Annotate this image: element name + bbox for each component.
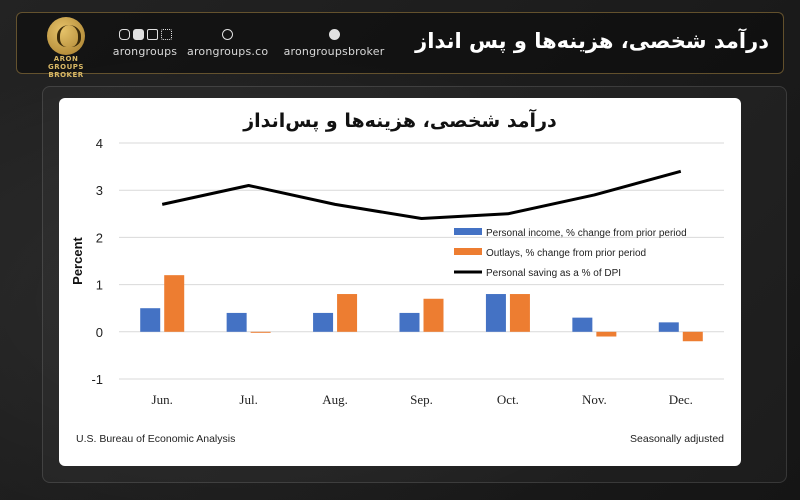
bar-income: [658, 322, 679, 332]
youtube-icon[interactable]: [132, 29, 144, 40]
website-text: arongroups.co: [187, 45, 269, 58]
social-telegram[interactable]: arongroupsbroker: [279, 13, 389, 75]
bar-income: [572, 317, 593, 332]
legend-swatch: [454, 228, 482, 235]
chart-title: درآمد شخصی، هزینه‌ها و پس‌انداز: [243, 110, 557, 132]
bar-income: [313, 312, 334, 332]
bar-outlays: [509, 294, 530, 332]
social-arongroups[interactable]: arongroups: [109, 13, 181, 75]
aron-groups-logo[interactable]: ARON GROUPS BROKER: [37, 15, 95, 87]
x-tick-label: Jun.: [152, 392, 173, 407]
content-frame: [42, 86, 787, 483]
legend-label: Personal income, % change from prior per…: [486, 228, 687, 239]
y-tick-label: 3: [96, 183, 103, 198]
instagram-icon[interactable]: [118, 29, 130, 40]
linkedin-icon[interactable]: [146, 29, 158, 40]
chart-card: درآمد شخصی، هزینه‌ها و پس‌انداز -1 0 1 2 3 4 P…: [59, 98, 741, 466]
globe-icon: [221, 29, 233, 40]
bar-outlays: [164, 275, 185, 332]
saving-line: [161, 169, 682, 221]
bar-income: [226, 312, 247, 332]
logo-text-2: GROUPS: [48, 63, 84, 71]
telegram-text: arongroupsbroker: [283, 45, 385, 58]
x-tick-label: Nov.: [582, 392, 607, 407]
y-tick-label: 2: [96, 230, 103, 245]
header-bar: ARON GROUPS BROKER arongroups arongroups…: [16, 12, 784, 79]
y-tick-label: -1: [91, 372, 103, 387]
chart-svg: -1 0 1 2 3 4 Percent Jun. Jul. Aug. Sep. Oct. Nov. De…: [70, 136, 724, 407]
logo-text-1: ARON: [53, 55, 79, 63]
legend-label: Outlays, % change from prior period: [486, 248, 646, 259]
x-tick-label: Aug.: [322, 392, 348, 407]
x-tick-label: Oct.: [497, 392, 519, 407]
logo-emblem-icon: [47, 17, 85, 55]
y-tick-label: 1: [96, 278, 103, 293]
bar-income: [140, 308, 161, 332]
bar-outlays: [596, 331, 617, 337]
page-title: درآمد شخصی، هزینه‌ها و پس انداز: [415, 29, 769, 53]
social-handle: arongroups: [112, 45, 178, 58]
social-website[interactable]: arongroups.co: [187, 13, 269, 75]
bar-outlays: [423, 298, 444, 332]
source-text: U.S. Bureau of Economic Analysis: [76, 433, 236, 445]
app-icon[interactable]: [160, 29, 172, 40]
y-axis-label: Percent: [70, 236, 85, 284]
y-tick-label: 4: [96, 136, 103, 151]
telegram-icon: [328, 29, 340, 40]
logo-text-3: BROKER: [48, 71, 84, 79]
bar-income: [399, 312, 420, 332]
bar-income: [485, 294, 506, 332]
legend-label: Personal saving as a % of DPI: [486, 268, 621, 279]
y-tick-label: 0: [96, 325, 103, 340]
bar-outlays: [337, 294, 358, 332]
x-tick-label: Jul.: [239, 392, 257, 407]
x-tick-label: Sep.: [410, 392, 433, 407]
legend-swatch: [454, 248, 482, 255]
bar-outlays: [250, 331, 271, 333]
adjustment-note: Seasonally adjusted: [630, 433, 724, 445]
bar-outlays: [682, 331, 703, 342]
x-tick-label: Dec.: [669, 392, 693, 407]
